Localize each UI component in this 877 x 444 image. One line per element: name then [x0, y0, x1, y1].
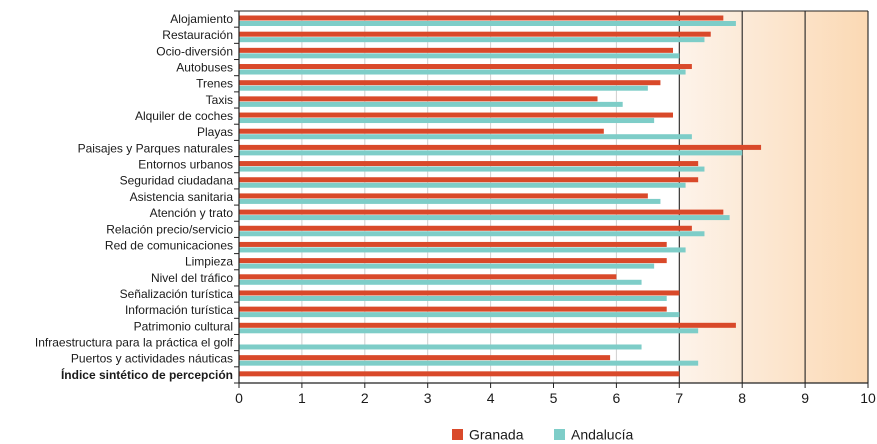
- bar-granada: [239, 193, 648, 199]
- bar-andalucia: [239, 134, 692, 140]
- x-tick-label: 1: [298, 390, 306, 406]
- bar-andalucia: [239, 37, 705, 43]
- category-label: Nivel del tráfico: [151, 271, 233, 285]
- x-tick-label: 8: [738, 390, 746, 406]
- x-tick-label: 5: [550, 390, 558, 406]
- x-tick-labels: 0 1 2 3 4 5 6 7 8 9 10: [235, 390, 876, 406]
- category-label: Restauración: [162, 28, 233, 42]
- bar-granada: [239, 161, 699, 167]
- category-label: Índice sintético de percepción: [61, 367, 233, 382]
- axes: [234, 10, 869, 388]
- bar-granada: [239, 241, 667, 247]
- legend: Granada Andalucía: [452, 427, 633, 443]
- category-labels: Alojamiento Restauración Ocio-diversión Aut…: [35, 12, 234, 382]
- legend-label-granada: Granada: [469, 427, 524, 443]
- bar-granada: [239, 177, 699, 183]
- bar-granada: [239, 322, 736, 328]
- legend-swatch-andalucia: [554, 429, 565, 440]
- category-label: Atención y trato: [150, 206, 234, 220]
- category-label: Relación precio/servicio: [106, 222, 233, 236]
- category-label: Información turística: [125, 303, 233, 317]
- bar-granada: [239, 31, 711, 37]
- bar-granada: [239, 15, 724, 21]
- bar-granada: [239, 96, 598, 102]
- x-tick-label: 4: [487, 390, 495, 406]
- legend-swatch-granada: [452, 429, 463, 440]
- category-label: Asistencia sanitaria: [130, 190, 234, 204]
- bar-granada: [239, 47, 674, 53]
- bar-granada: [239, 80, 661, 86]
- category-label: Seguridad ciudadana: [120, 174, 234, 188]
- bar-granada: [239, 64, 692, 70]
- category-label: Infraestructura para la práctica el golf: [35, 335, 234, 349]
- bar-granada: [239, 274, 617, 280]
- legend-label-andalucia: Andalucía: [571, 427, 633, 443]
- bar-andalucia: [239, 312, 680, 318]
- x-tick-label: 9: [801, 390, 809, 406]
- x-tick-label: 2: [361, 390, 369, 406]
- bar-granada: [239, 258, 667, 264]
- highlight-band-rect: [679, 11, 868, 383]
- bars: [239, 15, 762, 377]
- bar-andalucia: [239, 101, 623, 107]
- x-tick-label: 10: [860, 390, 876, 406]
- bar-andalucia: [239, 69, 686, 75]
- category-label: Puertos y actividades náuticas: [71, 352, 233, 366]
- bar-granada: [239, 306, 667, 312]
- bar-andalucia: [239, 53, 680, 59]
- bar-granada: [239, 112, 674, 118]
- bar-andalucia: [239, 166, 705, 172]
- category-label: Playas: [197, 125, 233, 139]
- category-label: Limpieza: [185, 255, 233, 269]
- bar-andalucia: [239, 344, 642, 350]
- category-label: Alquiler de coches: [135, 109, 233, 123]
- bar-andalucia: [239, 231, 705, 237]
- x-tick-label: 6: [613, 390, 621, 406]
- category-label: Red de comunicaciones: [105, 238, 233, 252]
- category-label: Autobuses: [176, 61, 233, 75]
- bar-andalucia: [239, 85, 648, 91]
- bar-granada: [239, 144, 762, 150]
- bar-granada: [239, 290, 680, 296]
- category-label: Taxis: [206, 93, 233, 107]
- bar-andalucia: [239, 328, 699, 334]
- x-tick-label: 7: [675, 390, 683, 406]
- category-label: Señalización turística: [120, 287, 234, 301]
- bar-andalucia: [239, 118, 655, 124]
- bar-granada: [239, 225, 692, 231]
- category-label: Ocio-diversión: [156, 44, 233, 58]
- bar-andalucia: [239, 215, 730, 221]
- category-label: Trenes: [196, 77, 233, 91]
- x-tick-label: 3: [424, 390, 432, 406]
- bar-andalucia: [239, 360, 699, 366]
- bar-andalucia: [239, 279, 642, 285]
- bar-andalucia: [239, 247, 686, 253]
- category-label: Patrimonio cultural: [134, 319, 233, 333]
- category-label: Paisajes y Parques naturales: [78, 141, 233, 155]
- bar-granada: [239, 371, 680, 377]
- bar-andalucia: [239, 198, 661, 204]
- bar-andalucia: [239, 263, 655, 269]
- bar-andalucia: [239, 150, 743, 156]
- bar-andalucia: [239, 182, 686, 188]
- x-tick-label: 0: [235, 390, 243, 406]
- category-label: Entornos urbanos: [138, 158, 233, 172]
- bar-granada: [239, 209, 724, 215]
- category-label: Alojamiento: [170, 12, 233, 26]
- highlight-band: [679, 11, 868, 383]
- bar-andalucia: [239, 21, 736, 26]
- bar-andalucia: [239, 295, 667, 301]
- bar-granada: [239, 128, 604, 134]
- bar-granada: [239, 355, 611, 361]
